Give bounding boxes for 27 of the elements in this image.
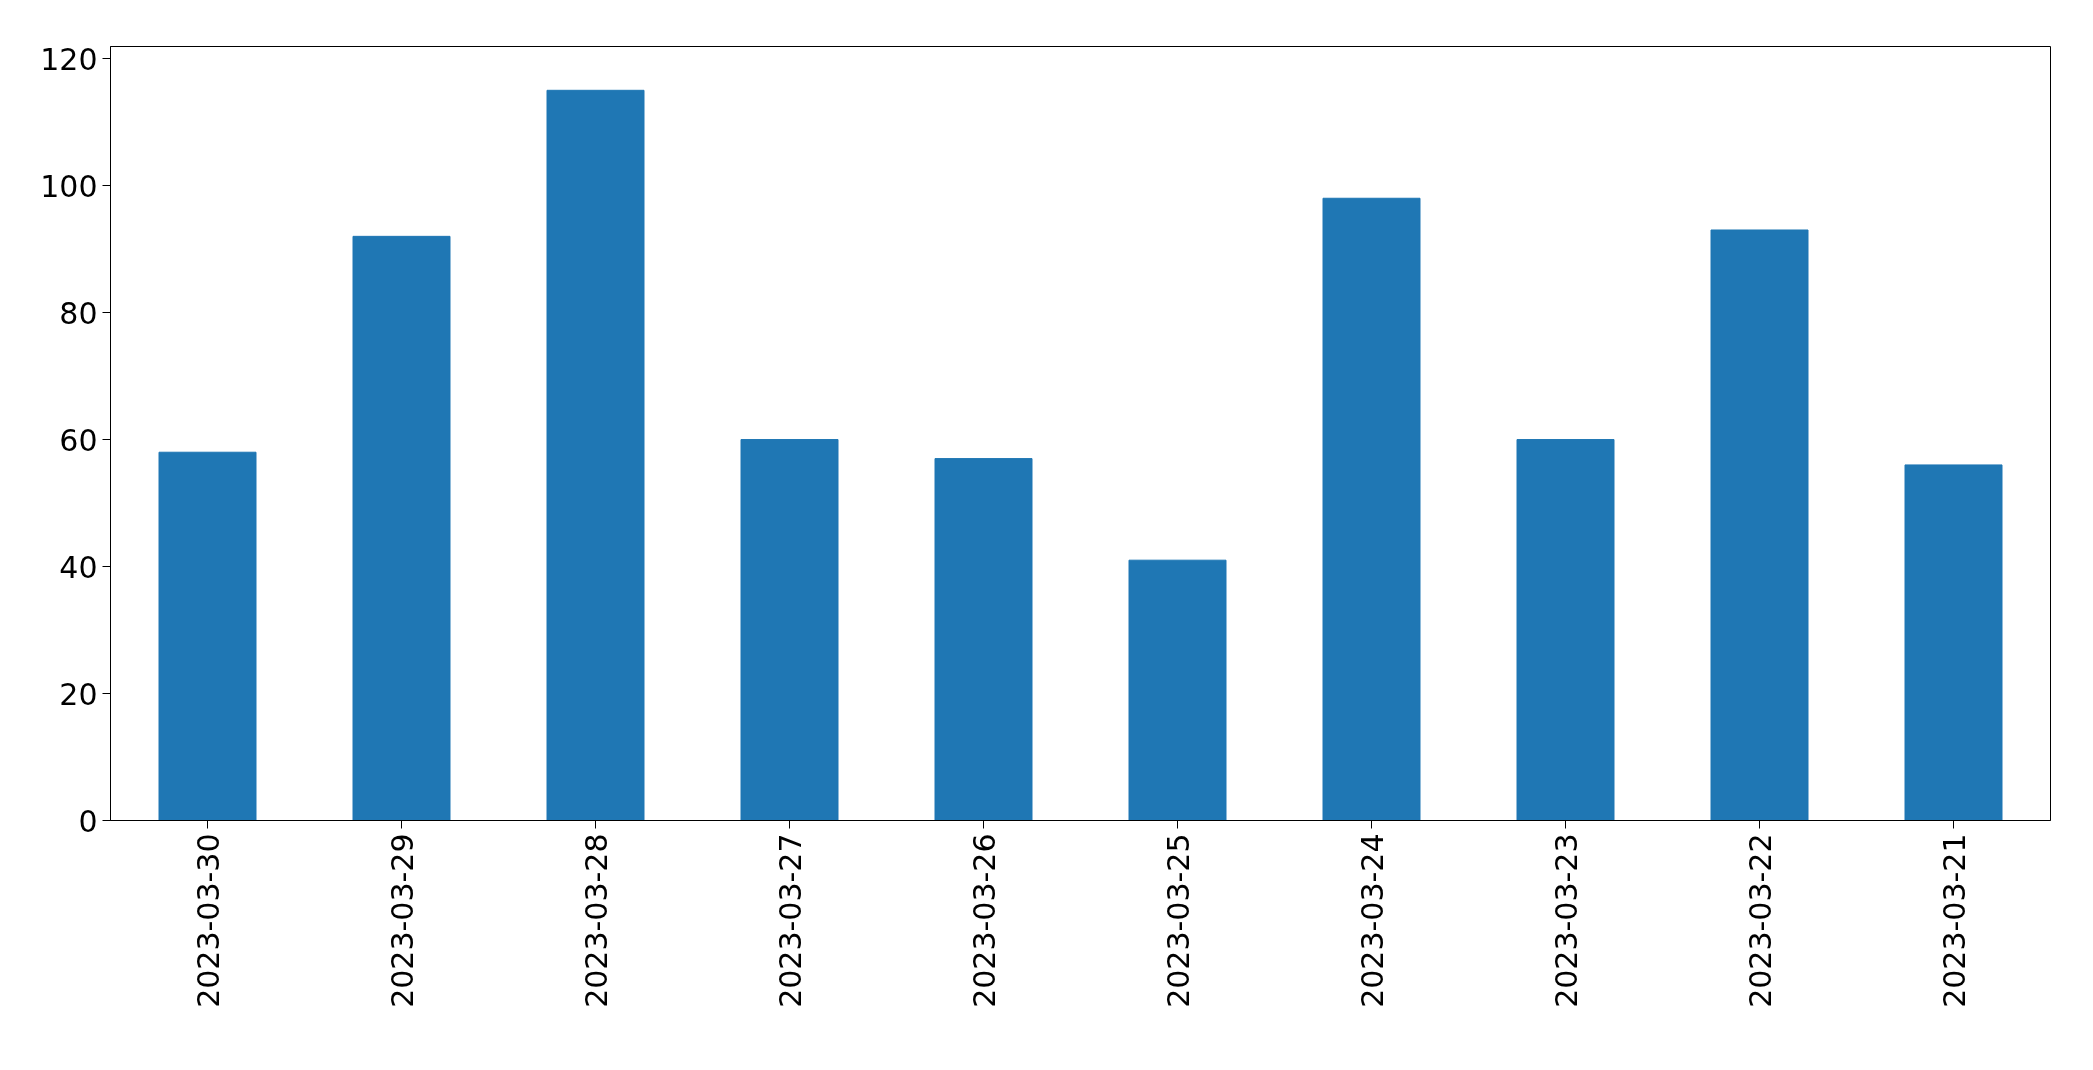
y-tick-label: 100 — [40, 168, 98, 204]
y-tick-label: 20 — [59, 676, 98, 712]
x-tick-label: 2023-03-30 — [190, 833, 226, 1008]
bar — [1322, 197, 1421, 821]
y-tick-label: 80 — [59, 295, 98, 331]
x-tick-label: 2023-03-28 — [578, 833, 614, 1008]
y-tick-label: 120 — [40, 41, 98, 77]
x-tick-label: 2023-03-22 — [1742, 833, 1778, 1008]
y-tick-label: 60 — [59, 422, 98, 458]
bar — [1710, 229, 1809, 821]
x-tick-label: 2023-03-21 — [1936, 833, 1972, 1008]
bar — [1516, 439, 1615, 821]
bar — [740, 439, 839, 821]
y-tick-label: 0 — [78, 803, 98, 839]
bar — [1128, 559, 1227, 821]
x-tick-label: 2023-03-25 — [1160, 833, 1196, 1008]
bar — [546, 89, 645, 821]
bar — [158, 451, 257, 821]
x-tick-label: 2023-03-27 — [772, 833, 808, 1008]
bar — [1904, 464, 2003, 821]
x-tick-label: 2023-03-23 — [1548, 833, 1584, 1008]
x-tick-label: 2023-03-29 — [384, 833, 420, 1008]
bar — [352, 235, 451, 821]
y-tick-label: 40 — [59, 549, 98, 585]
x-tick-label: 2023-03-24 — [1354, 833, 1390, 1008]
x-tick-label: 2023-03-26 — [966, 833, 1002, 1008]
bar — [934, 458, 1033, 821]
